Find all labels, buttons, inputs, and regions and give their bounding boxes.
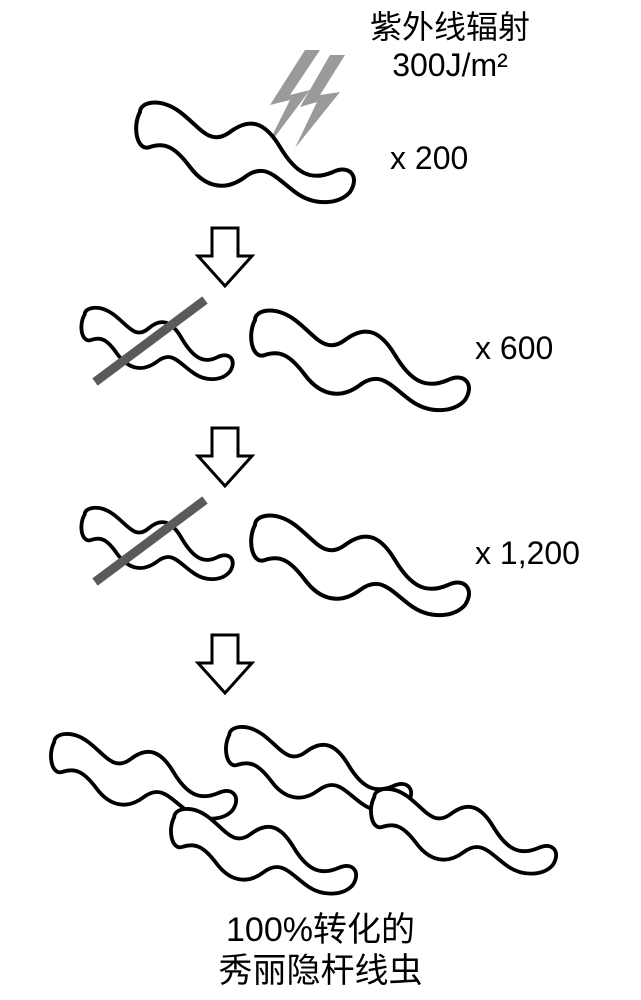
- worm-row4-3: [171, 809, 356, 894]
- count-1: x 200: [390, 140, 468, 177]
- down-arrow-2-icon: [198, 428, 252, 486]
- worm-row2-dead: [81, 300, 232, 382]
- down-arrow-1-icon: [198, 228, 252, 286]
- uv-bolt-icon: [265, 50, 345, 150]
- worm-row1: [136, 103, 354, 203]
- worm-row3-dead: [81, 500, 232, 582]
- uv-label-line2: 300J/m²: [370, 46, 530, 84]
- diagram-canvas: 紫外线辐射 300J/m² x 200 x 600 x 1,200 100%转化…: [0, 0, 641, 1000]
- worm-row3-live: [251, 516, 469, 616]
- result-line2: 秀丽隐杆线虫: [0, 951, 641, 992]
- uv-label: 紫外线辐射 300J/m²: [370, 8, 530, 85]
- worm-row2-live: [251, 311, 469, 411]
- count-3: x 1,200: [475, 535, 580, 572]
- count-2: x 600: [475, 330, 553, 367]
- worm-row4-4: [371, 789, 556, 874]
- worm-row4-1: [51, 734, 236, 819]
- uv-label-line1: 紫外线辐射: [370, 8, 530, 46]
- result-label: 100%转化的 秀丽隐杆线虫: [0, 910, 641, 992]
- diagram-svg: [0, 0, 641, 1000]
- result-line1: 100%转化的: [0, 910, 641, 951]
- down-arrow-3-icon: [198, 635, 252, 693]
